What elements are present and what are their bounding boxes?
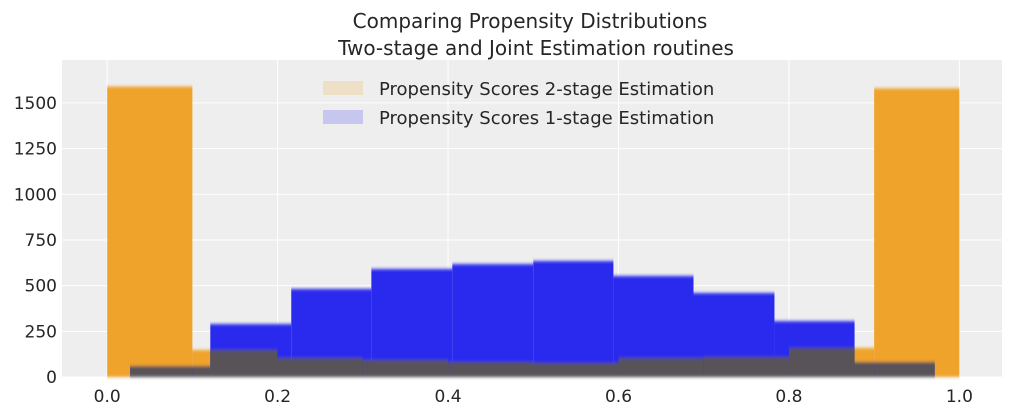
bar-overlap — [448, 362, 453, 377]
bar-overlap — [788, 347, 855, 377]
x-tick-label: 0.2 — [264, 387, 291, 407]
bar-overlap — [854, 362, 875, 377]
x-tick-label: 0.4 — [435, 387, 462, 407]
bar-overlap — [362, 360, 372, 377]
x-tick-label: 0.0 — [94, 387, 121, 407]
bar-2stage — [874, 88, 960, 377]
bar-overlap — [703, 357, 775, 377]
y-tick-label: 500 — [25, 277, 57, 297]
bar-overlap — [618, 357, 694, 377]
legend-swatch-1stage — [323, 110, 363, 124]
bar-overlap — [192, 366, 211, 377]
bar-overlap — [452, 362, 534, 377]
bar-overlap — [371, 360, 449, 377]
bar-overlap — [277, 357, 292, 377]
bar-overlap — [210, 349, 278, 377]
y-tick-label: 0 — [46, 368, 57, 388]
y-tick-label: 250 — [25, 322, 57, 342]
bars-group — [107, 86, 960, 377]
legend-label-2stage: Propensity Scores 2-stage Estimation — [379, 79, 714, 100]
bar-1stage — [452, 264, 534, 377]
x-tick-label: 0.6 — [605, 387, 632, 407]
legend: Propensity Scores 2-stage Estimation Pro… — [323, 79, 714, 129]
bar-overlap — [774, 357, 789, 377]
bar-overlap — [533, 362, 614, 377]
y-tick-label: 1250 — [14, 140, 57, 160]
bar-overlap — [130, 366, 193, 377]
bar-2stage — [107, 86, 193, 377]
chart-title: Comparing Propensity Distributions — [353, 9, 708, 33]
chart-subtitle: Two-stage and Joint Estimation routines — [337, 36, 734, 60]
bar-1stage — [371, 269, 453, 377]
bar-overlap — [874, 362, 935, 377]
bar-overlap — [613, 362, 619, 377]
bar-overlap — [693, 357, 704, 377]
legend-swatch-2stage — [323, 81, 363, 95]
x-tick-label: 0.8 — [775, 387, 802, 407]
bar-1stage — [533, 260, 614, 377]
legend-label-1stage: Propensity Scores 1-stage Estimation — [379, 108, 714, 129]
bar-overlap — [291, 357, 363, 377]
y-tick-label: 1500 — [14, 94, 57, 114]
y-tick-label: 750 — [25, 231, 57, 251]
y-tick-label: 1000 — [14, 185, 57, 205]
x-tick-label: 1.0 — [946, 387, 973, 407]
